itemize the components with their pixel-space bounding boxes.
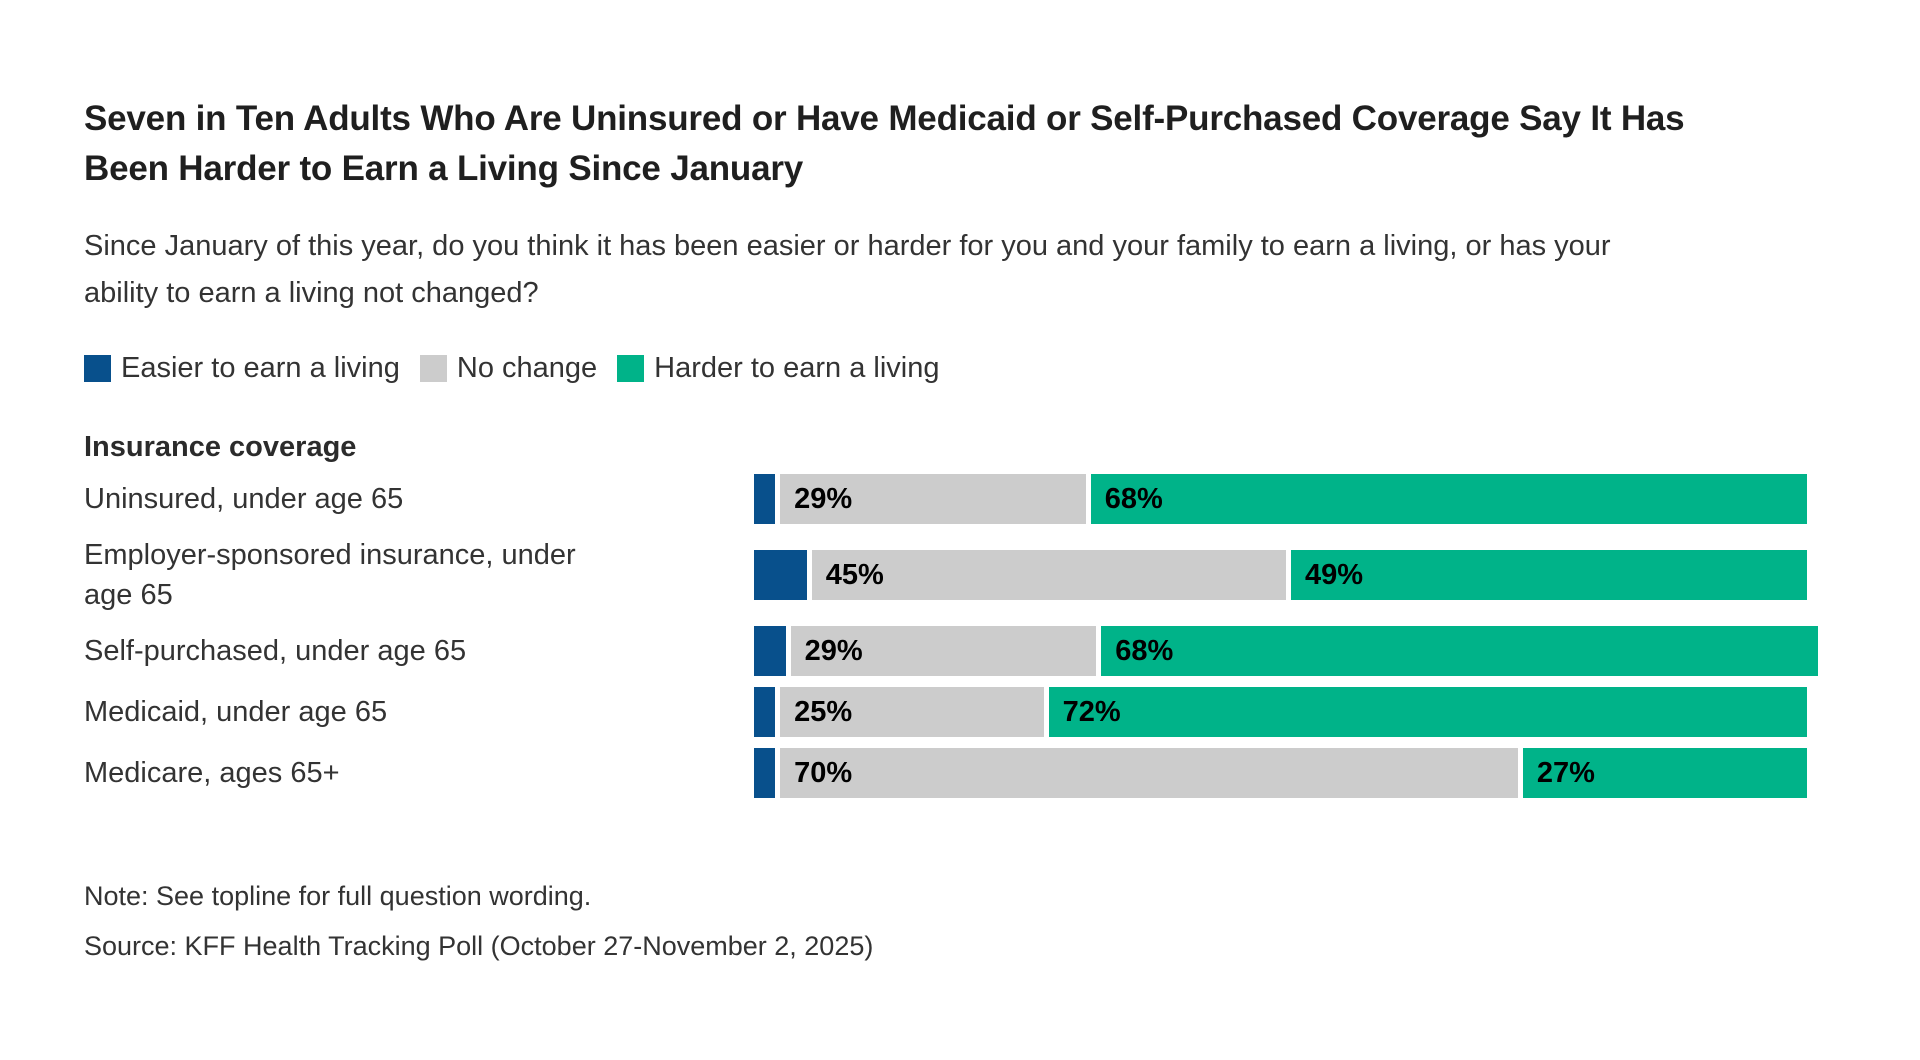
bar-segment-harder: 68%	[1090, 474, 1808, 525]
bar-segment-no-change: 45%	[811, 550, 1286, 601]
chart-title: Seven in Ten Adults Who Are Uninsured or…	[84, 99, 1685, 188]
chart-figure: Seven in Ten Adults Who Are Uninsured or…	[84, 99, 1836, 964]
bar-segment-no-change: 29%	[790, 626, 1097, 677]
legend-item-easier: Easier to earn a living	[84, 352, 400, 385]
legend-item-harder: Harder to earn a living	[617, 352, 939, 385]
bar-value-label: 72%	[1062, 695, 1121, 728]
category-label: Employer-sponsored insurance, under age …	[84, 539, 576, 612]
category-label: Uninsured, under age 65	[84, 483, 404, 516]
bar-value-label: 29%	[794, 482, 853, 515]
bar-value-label: 29%	[804, 634, 863, 667]
bar-segment-easier	[754, 474, 776, 525]
bar-value-label: 70%	[794, 756, 853, 789]
stacked-bar: 70% 27%	[754, 748, 1808, 799]
bar-value-label: 45%	[825, 558, 884, 591]
bar-chart: Uninsured, under age 65 29% 68% Employer-sp…	[84, 474, 1836, 799]
legend-label: Easier to earn a living	[121, 352, 400, 385]
bar-segment-no-change: 70%	[780, 748, 1518, 799]
legend-label: Harder to earn a living	[654, 352, 940, 385]
bar-segment-no-change: 29%	[780, 474, 1086, 525]
bar-segment-harder: 49%	[1290, 550, 1808, 601]
stacked-bar: 29% 68%	[754, 626, 1818, 677]
bar-segment-harder: 27%	[1522, 748, 1808, 799]
bar-row: Employer-sponsored insurance, under age …	[84, 535, 1836, 615]
bar-value-label: 27%	[1536, 756, 1595, 789]
bar-value-label: 49%	[1304, 558, 1364, 591]
legend: Easier to earn a living No change Harder t…	[84, 352, 1836, 385]
source-text: Source: KFF Health Tracking Poll (Octobe…	[84, 930, 874, 961]
category-label: Medicaid, under age 65	[84, 696, 388, 729]
legend-swatch-harder	[617, 355, 645, 383]
bar-segment-easier	[754, 748, 776, 799]
category-label: Self-purchased, under age 65	[84, 635, 467, 668]
bar-row: Medicare, ages 65+ 70% 27%	[84, 748, 1836, 799]
bar-row: Uninsured, under age 65 29% 68%	[84, 474, 1836, 525]
legend-label: No change	[456, 352, 598, 385]
legend-item-no-change: No change	[419, 352, 598, 385]
bar-segment-easier	[754, 626, 786, 677]
bar-segment-easier	[754, 550, 807, 601]
bar-segment-harder: 72%	[1048, 687, 1808, 738]
category-label: Medicare, ages 65+	[84, 757, 340, 790]
bar-segment-easier	[754, 687, 776, 738]
legend-swatch-easier	[84, 355, 111, 383]
bar-row: Medicaid, under age 65 25% 72%	[84, 687, 1836, 738]
footnotes: Note: See topline for full question word…	[84, 880, 1836, 964]
group-label: Insurance coverage	[84, 431, 357, 464]
bar-value-label: 25%	[794, 695, 853, 728]
bar-row: Self-purchased, under age 65 29% 68%	[84, 626, 1836, 677]
legend-swatch-no-change	[419, 355, 447, 383]
chart-subtitle: Since January of this year, do you think…	[84, 230, 1611, 309]
stacked-bar: 45% 49%	[754, 550, 1808, 601]
bar-segment-harder: 68%	[1101, 626, 1818, 677]
bar-segment-no-change: 25%	[780, 687, 1044, 738]
note-text: Note: See topline for full question word…	[84, 881, 592, 912]
bar-value-label: 68%	[1115, 634, 1174, 667]
bar-value-label: 68%	[1104, 482, 1163, 515]
stacked-bar: 25% 72%	[754, 687, 1808, 738]
stacked-bar: 29% 68%	[754, 474, 1808, 525]
